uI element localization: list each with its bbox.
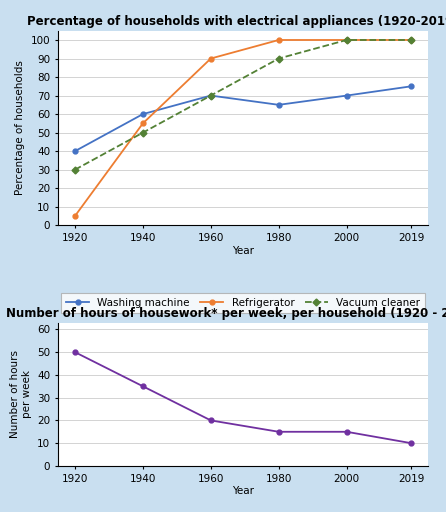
Vacuum cleaner: [208, 93, 214, 99]
Hours per week: [276, 429, 281, 435]
Vacuum cleaner: [344, 37, 349, 43]
Line: Hours per week: Hours per week: [73, 350, 413, 445]
Refrigerator: [276, 37, 281, 43]
Y-axis label: Percentage of households: Percentage of households: [15, 60, 25, 196]
Line: Vacuum cleaner: Vacuum cleaner: [73, 37, 413, 172]
Washing machine: [140, 111, 145, 117]
Title: Number of hours of housework* per week, per household (1920 - 2019): Number of hours of housework* per week, …: [6, 307, 446, 320]
Hours per week: [344, 429, 349, 435]
Vacuum cleaner: [276, 55, 281, 61]
Line: Refrigerator: Refrigerator: [73, 37, 413, 219]
Vacuum cleaner: [140, 130, 145, 136]
Vacuum cleaner: [409, 37, 414, 43]
Hours per week: [140, 383, 145, 389]
Washing machine: [208, 93, 214, 99]
Title: Percentage of households with electrical appliances (1920-2019): Percentage of households with electrical…: [27, 15, 446, 28]
X-axis label: Year: Year: [232, 246, 254, 255]
Refrigerator: [208, 55, 214, 61]
Y-axis label: Number of hours
per week: Number of hours per week: [10, 350, 32, 438]
Washing machine: [344, 93, 349, 99]
Refrigerator: [344, 37, 349, 43]
Hours per week: [72, 349, 78, 355]
Legend: Washing machine, Refrigerator, Vacuum cleaner: Washing machine, Refrigerator, Vacuum cl…: [61, 293, 425, 313]
Line: Washing machine: Washing machine: [73, 84, 413, 154]
Washing machine: [72, 148, 78, 154]
Refrigerator: [140, 120, 145, 126]
Washing machine: [276, 102, 281, 108]
Vacuum cleaner: [72, 166, 78, 173]
Refrigerator: [72, 213, 78, 219]
Refrigerator: [409, 37, 414, 43]
Hours per week: [208, 417, 214, 423]
Hours per week: [409, 440, 414, 446]
X-axis label: Year: Year: [232, 486, 254, 496]
Washing machine: [409, 83, 414, 90]
